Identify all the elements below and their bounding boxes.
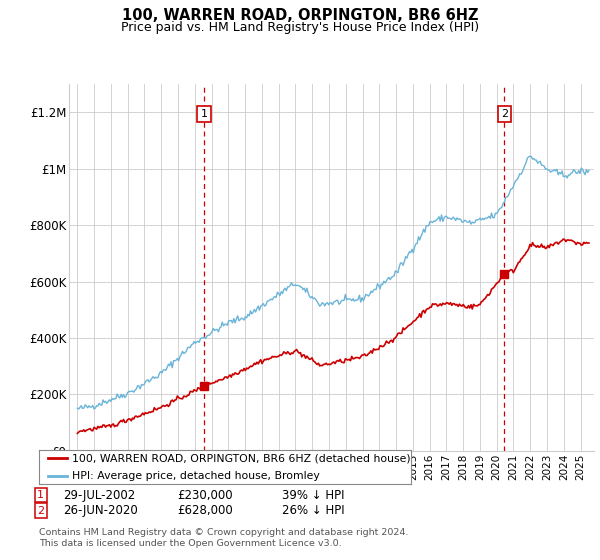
Text: 100, WARREN ROAD, ORPINGTON, BR6 6HZ (detached house): 100, WARREN ROAD, ORPINGTON, BR6 6HZ (de…	[73, 454, 411, 463]
Text: Price paid vs. HM Land Registry's House Price Index (HPI): Price paid vs. HM Land Registry's House …	[121, 21, 479, 34]
Text: 100, WARREN ROAD, ORPINGTON, BR6 6HZ: 100, WARREN ROAD, ORPINGTON, BR6 6HZ	[122, 8, 478, 24]
Text: 1: 1	[37, 490, 44, 500]
Text: 39% ↓ HPI: 39% ↓ HPI	[282, 488, 344, 502]
Text: £628,000: £628,000	[177, 504, 233, 517]
Text: £230,000: £230,000	[177, 488, 233, 502]
Text: 2: 2	[501, 109, 508, 119]
Text: 29-JUL-2002: 29-JUL-2002	[63, 488, 135, 502]
Text: 1: 1	[200, 109, 208, 119]
Text: Contains HM Land Registry data © Crown copyright and database right 2024.
This d: Contains HM Land Registry data © Crown c…	[39, 528, 409, 548]
Text: 2: 2	[37, 506, 44, 516]
Text: 26% ↓ HPI: 26% ↓ HPI	[282, 504, 344, 517]
Text: 26-JUN-2020: 26-JUN-2020	[63, 504, 138, 517]
Text: HPI: Average price, detached house, Bromley: HPI: Average price, detached house, Brom…	[73, 471, 320, 480]
